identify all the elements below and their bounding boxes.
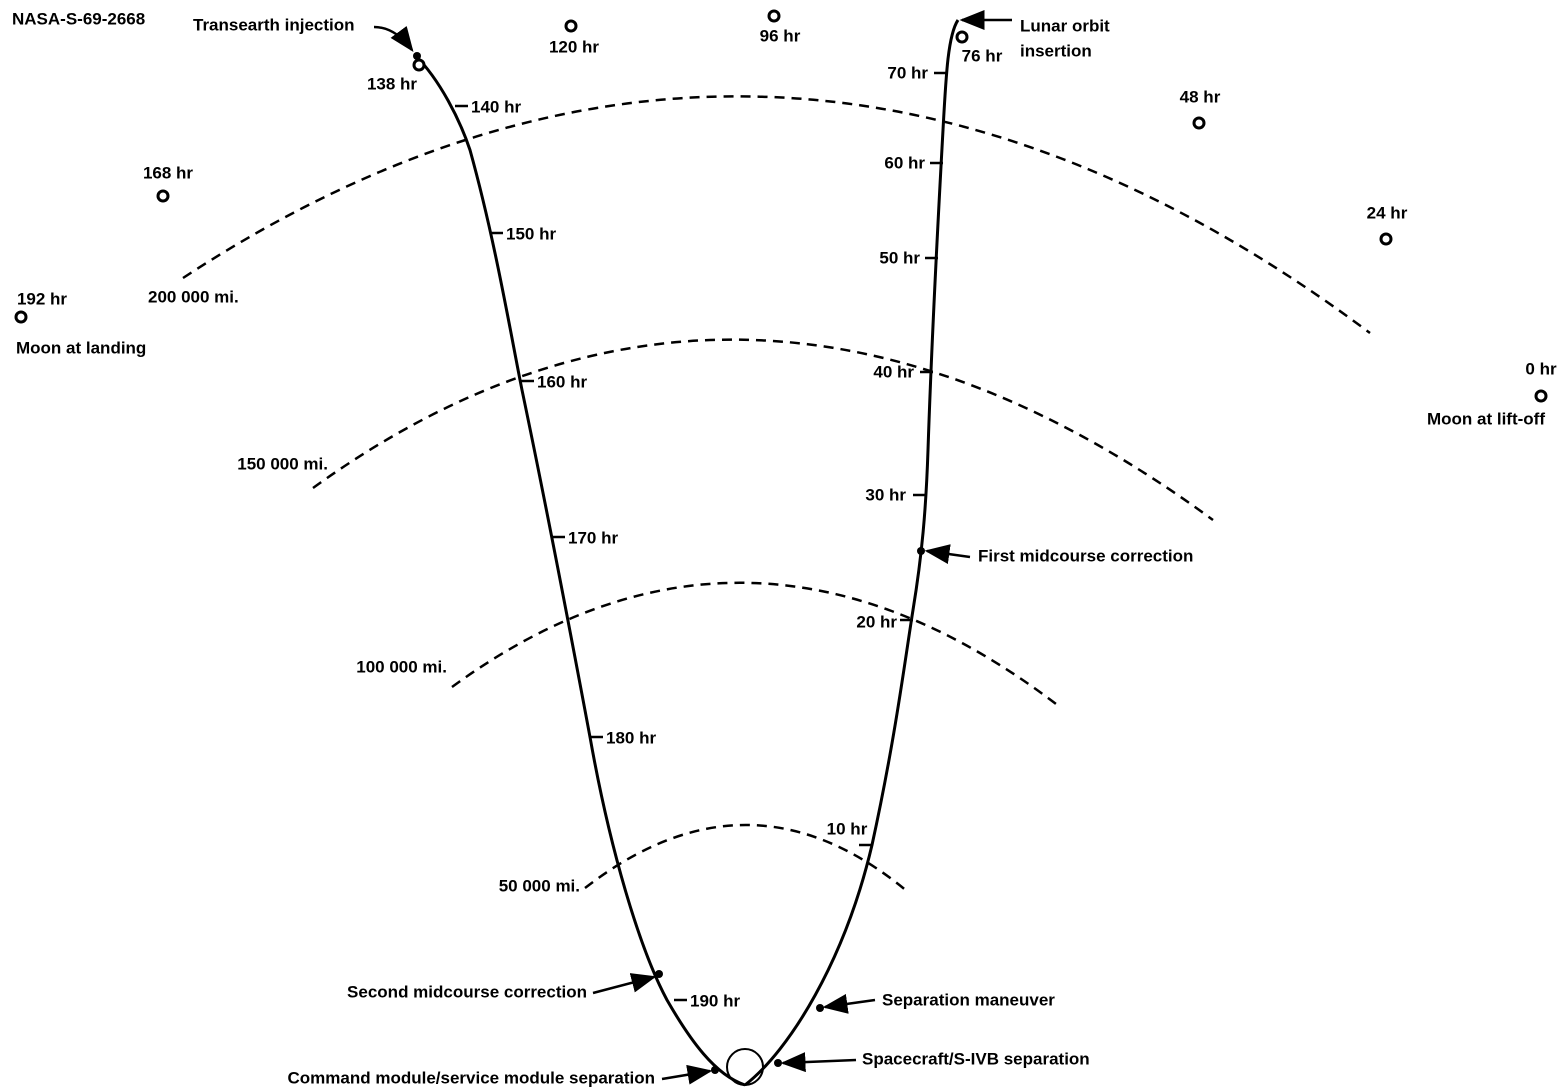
distance-label: 100 000 mi. bbox=[356, 657, 447, 676]
time-label: 180 hr bbox=[606, 728, 656, 747]
distance-arc bbox=[451, 581, 1061, 708]
event-arrow bbox=[780, 1052, 857, 1073]
event-arrow bbox=[592, 973, 657, 995]
outbound-trajectory bbox=[744, 19, 960, 1087]
event-dot bbox=[917, 547, 925, 555]
distance-label: 200 000 mi. bbox=[148, 287, 239, 306]
event-dot bbox=[711, 1066, 719, 1074]
distance-arc bbox=[182, 95, 1371, 335]
time-label: 160 hr bbox=[537, 372, 587, 391]
time-label: 190 hr bbox=[690, 991, 740, 1010]
moon-position bbox=[14, 310, 28, 324]
distance-arc bbox=[584, 823, 909, 893]
moon-time-label: 0 hr bbox=[1525, 359, 1557, 378]
event-label: Command module/service module separation bbox=[288, 1068, 655, 1087]
moon-caption: Moon at lift-off bbox=[1427, 409, 1545, 428]
time-label: 20 hr bbox=[856, 612, 897, 631]
event-label: Spacecraft/S-IVB separation bbox=[862, 1049, 1090, 1068]
time-label: 50 hr bbox=[879, 248, 920, 267]
event-label: Transearth injection bbox=[193, 15, 355, 34]
time-label: 150 hr bbox=[506, 224, 556, 243]
event-arrow bbox=[822, 993, 876, 1014]
moon-time-label: 120 hr bbox=[549, 37, 599, 56]
moon-position bbox=[156, 189, 170, 203]
time-label: 140 hr bbox=[471, 97, 521, 116]
event-label: Separation maneuver bbox=[882, 990, 1055, 1009]
event-dot bbox=[655, 970, 663, 978]
moon-position bbox=[1192, 116, 1206, 130]
time-label: 30 hr bbox=[865, 485, 906, 504]
moon-time-label: 192 hr bbox=[17, 289, 67, 308]
moon-position bbox=[955, 30, 969, 44]
distance-label: 150 000 mi. bbox=[237, 454, 328, 473]
moon-position bbox=[564, 19, 578, 33]
event-label: insertion bbox=[1020, 41, 1092, 60]
event-label: Lunar orbit bbox=[1020, 16, 1110, 35]
moon-caption: Moon at landing bbox=[16, 338, 146, 357]
event-arrow bbox=[661, 1064, 713, 1085]
event-dot bbox=[413, 52, 421, 60]
moon-time-label: 24 hr bbox=[1367, 203, 1408, 222]
time-label: 70 hr bbox=[887, 63, 928, 82]
moon-position bbox=[412, 58, 426, 72]
moon-time-label: 48 hr bbox=[1180, 87, 1221, 106]
event-dot bbox=[774, 1059, 782, 1067]
moon-time-label: 138 hr bbox=[367, 74, 417, 93]
moon-position bbox=[1534, 389, 1548, 403]
moon-position bbox=[1379, 232, 1393, 246]
time-label: 10 hr bbox=[827, 819, 868, 838]
moon-time-label: 96 hr bbox=[760, 26, 801, 45]
figure-id: NASA-S-69-2668 bbox=[12, 9, 145, 28]
moon-time-label: 76 hr bbox=[962, 46, 1003, 65]
time-label: 60 hr bbox=[884, 153, 925, 172]
moon-time-label: 168 hr bbox=[143, 163, 193, 182]
distance-arc bbox=[312, 338, 1214, 522]
distance-label: 50 000 mi. bbox=[499, 876, 580, 895]
time-label: 40 hr bbox=[873, 362, 914, 381]
time-label: 170 hr bbox=[568, 528, 618, 547]
return-trajectory bbox=[413, 53, 746, 1087]
event-arrow bbox=[373, 25, 414, 53]
event-dot bbox=[816, 1004, 824, 1012]
event-arrow bbox=[924, 544, 971, 565]
event-label: First midcourse correction bbox=[978, 546, 1193, 565]
moon-position bbox=[767, 9, 781, 23]
event-label: Second midcourse correction bbox=[347, 982, 587, 1001]
